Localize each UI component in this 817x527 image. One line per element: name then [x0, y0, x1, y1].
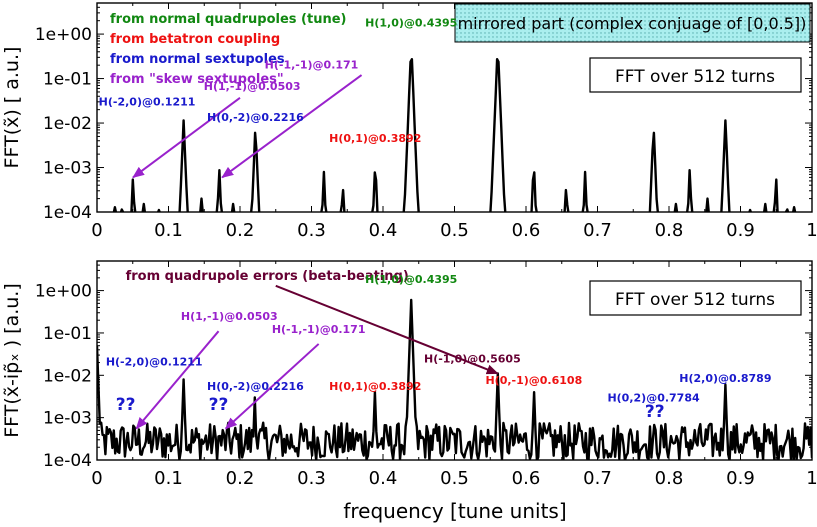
x-tick-label: 0.9 [726, 220, 755, 241]
y-tick-label: 1e-02 [43, 114, 92, 134]
spectrum-line [97, 298, 812, 460]
mirror-box [454, 3, 811, 43]
unknown-marker: ?? [209, 395, 229, 415]
peak-label: H(0,-2)@0.2216 [207, 380, 304, 393]
peak-label: H(0,-2)@0.2216 [207, 111, 304, 124]
x-tick-label: 0.5 [440, 468, 469, 489]
peak-label: H(-1,-1)@0.171 [272, 323, 366, 336]
legend-entry: from normal quadrupoles (tune) [110, 12, 346, 27]
x-tick-label: 0.5 [440, 220, 469, 241]
x-tick-label: 0.6 [512, 468, 541, 489]
x-tick-label: 0.3 [297, 468, 326, 489]
legend-entry: from "skew sextupoles" [110, 72, 284, 87]
peak-label: H(1,-1)@0.0503 [181, 310, 278, 323]
peak-label: H(-2,0)@0.1211 [99, 95, 196, 108]
x-tick-label: 0.1 [154, 468, 183, 489]
unknown-marker: ?? [645, 402, 665, 422]
y-tick-label: 1e-03 [43, 159, 92, 179]
peak-label: H(-1,0)@0.5605 [424, 353, 521, 366]
x-tick-label: 0.9 [726, 468, 755, 489]
x-tick-label: 0.7 [583, 468, 612, 489]
peak-label: H(0,1)@0.3892 [329, 380, 421, 393]
y-tick-label: 1e-04 [43, 451, 92, 471]
x-tick-label: 0.8 [655, 468, 684, 489]
peak-label: H(-1,-1)@0.171 [265, 58, 359, 71]
x-tick-label: 0.6 [512, 220, 541, 241]
x-tick-label: 0 [91, 220, 102, 241]
x-tick-label: 0.8 [655, 220, 684, 241]
y-tick-label: 1e-02 [43, 366, 92, 386]
peak-label: H(-2,0)@0.1211 [106, 356, 203, 369]
annotation-arrow [275, 284, 499, 375]
turns-box [589, 280, 802, 316]
turns-box [589, 57, 802, 93]
annotation-arrow [221, 74, 363, 179]
x-tick-label: 0.7 [583, 220, 612, 241]
y-axis-label: FFT(x̃) [ a.u.] [1, 47, 23, 169]
y-tick-label: 1e-03 [43, 409, 92, 429]
unknown-marker: ?? [116, 395, 136, 415]
peak-label: H(2,0)@0.8789 [679, 372, 771, 385]
y-tick-label: 1e-01 [43, 70, 92, 90]
y-axis-label: FFT(x̃-ip̃ₓ ) [a.u.] [1, 283, 23, 438]
peak-label: H(0,2)@0.7784 [607, 392, 700, 405]
y-tick-label: 1e+00 [35, 282, 92, 302]
x-tick-label: 0.2 [226, 468, 255, 489]
plot-frame [96, 260, 813, 461]
x-axis-label: frequency [tune units] [343, 499, 566, 523]
peak-label: H(0,-1)@0.6108 [485, 374, 582, 387]
y-tick-label: 1e-04 [43, 203, 92, 223]
turns-label: FFT over 512 turns [615, 290, 775, 310]
x-tick-label: 1 [806, 220, 817, 241]
annotation-arrow [132, 96, 241, 179]
x-tick-label: 0.2 [226, 220, 255, 241]
mirror-note: mirrored part (complex conjuage of [0,0.… [458, 14, 807, 33]
peak-label: H(1,0)@0.4395 [365, 16, 457, 29]
x-tick-label: 0.4 [369, 220, 398, 241]
turns-label: FFT over 512 turns [615, 67, 775, 87]
x-tick-label: 0.4 [369, 468, 398, 489]
annotation-arrow [224, 343, 320, 430]
y-tick-label: 1e-01 [43, 324, 92, 344]
x-tick-label: 0 [91, 468, 102, 489]
y-tick-label: 1e+00 [35, 25, 92, 45]
annotation-arrow [135, 330, 220, 430]
top-panel: 0 0.1 0.2 0.3 0.4 0.5 0.6 0.7 0.8 0.9 1 1e+00 1e-01 1… [1, 2, 817, 241]
peak-label: H(1,0)@0.4395 [365, 273, 457, 286]
x-tick-label: 1 [806, 468, 817, 489]
plot-frame [96, 2, 813, 213]
peak-label: H(0,1)@0.3892 [329, 132, 421, 145]
bottom-panel: 0 0.1 0.2 0.3 0.4 0.5 0.6 0.7 0.8 0.9 1 1e+00 1e-01 1… [1, 260, 817, 489]
legend-entry: from normal sextupoles [110, 52, 285, 67]
x-tick-label: 0.3 [297, 220, 326, 241]
peak-label: H(1,-1)@0.0503 [204, 80, 301, 93]
x-tick-label: 0.1 [154, 220, 183, 241]
legend-entry: from betatron coupling [110, 32, 280, 47]
peak-label: from quadrupole errors (beta-beating) [126, 269, 409, 284]
